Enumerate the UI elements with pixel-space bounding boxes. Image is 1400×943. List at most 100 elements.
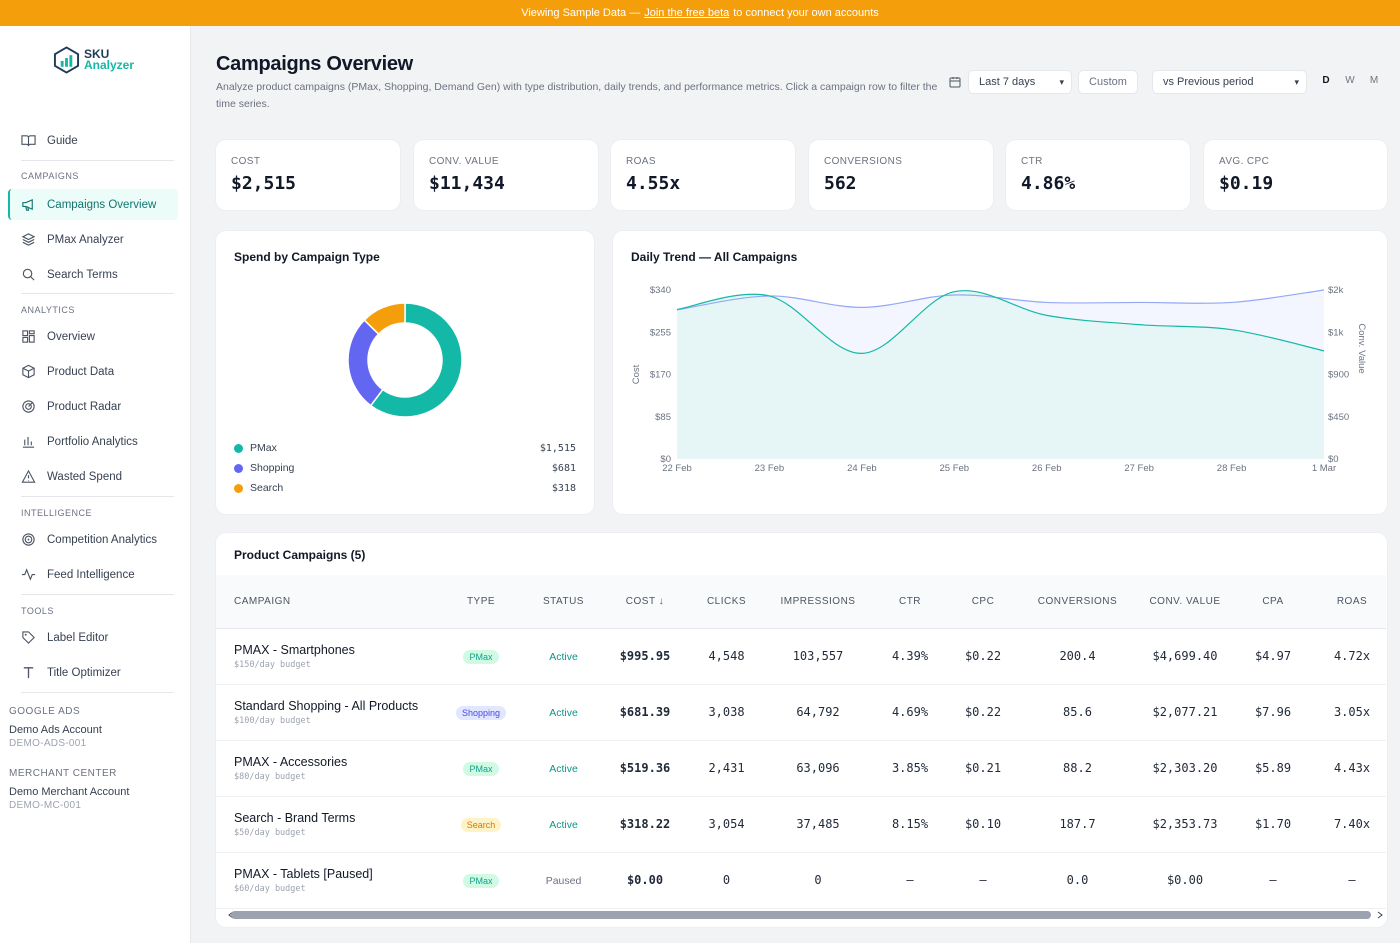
date-range-select[interactable]: Last 7 days ▾	[968, 70, 1072, 94]
granularity-week-button[interactable]: W	[1345, 75, 1355, 86]
type-badge: Search	[460, 817, 502, 832]
kpi-label: CONV. VALUE	[429, 156, 499, 167]
campaign-name: PMAX - Smartphones	[234, 642, 355, 657]
sidebar-item-guide[interactable]: Guide	[8, 125, 178, 156]
sidebar-item-pmax-analyzer[interactable]: PMax Analyzer	[8, 224, 178, 255]
custom-range-button[interactable]: Custom	[1078, 70, 1138, 94]
merchant-name: Demo Merchant Account	[9, 786, 130, 798]
type-cell: PMax	[441, 740, 521, 797]
kpi-label: ROAS	[626, 156, 656, 167]
type-cell: PMax	[441, 852, 521, 909]
divider	[21, 160, 174, 161]
sidebar-item-title-optimizer[interactable]: Title Optimizer	[8, 657, 178, 688]
sidebar-item-label: Campaigns Overview	[47, 198, 157, 211]
google-ads-account[interactable]: GOOGLE ADS Demo Ads Account DEMO-ADS-001	[9, 706, 102, 749]
table-row[interactable]: Standard Shopping - All Products $100/day…	[216, 684, 1386, 741]
cost-cell: $519.36	[606, 740, 684, 797]
granularity-day-button[interactable]: D	[1322, 75, 1330, 86]
daily-trend-chart: $0 $85 $170 $255 $340 $0 $450 $900 $1k $2k 22 Feb 2…	[631, 285, 1367, 474]
tag-icon	[22, 631, 35, 644]
cpa-cell: —	[1228, 852, 1318, 909]
horizontal-scrollbar[interactable]	[216, 908, 1386, 922]
col-cpc[interactable]: CPC	[953, 575, 1013, 629]
col-impressions[interactable]: IMPRESSIONS	[769, 575, 867, 629]
logo[interactable]: SKU Analyzer	[53, 46, 134, 74]
campaign-budget: $80/day budget	[234, 771, 306, 782]
kpi-ctr-card: CTR 4.86%	[1006, 140, 1190, 210]
divider	[21, 496, 174, 497]
legend-label: Search	[250, 482, 284, 494]
table-row[interactable]: PMAX - Smartphones $150/day budget PMax Act…	[216, 628, 1386, 685]
cost-cell: $318.22	[606, 796, 684, 853]
cpc-cell: $0.10	[953, 796, 1013, 853]
granularity-month-button[interactable]: M	[1369, 75, 1379, 86]
sidebar-item-wasted-spend[interactable]: Wasted Spend	[8, 461, 178, 492]
impressions-cell: 37,485	[769, 796, 867, 853]
campaign-name: Standard Shopping - All Products	[234, 698, 419, 713]
cpa-cell: $5.89	[1228, 740, 1318, 797]
donut-slice-search	[363, 302, 406, 336]
type-badge: PMax	[463, 873, 499, 888]
sidebar-item-feed-intelligence[interactable]: Feed Intelligence	[8, 559, 178, 590]
y2-tick-label: $1k	[1328, 327, 1344, 338]
sidebar-item-search-terms[interactable]: Search Terms	[8, 259, 178, 290]
calendar-icon[interactable]	[949, 76, 961, 88]
type-cell: Search	[441, 796, 521, 853]
sidebar-item-label-editor[interactable]: Label Editor	[8, 622, 178, 653]
sidebar-item-campaigns-overview[interactable]: Campaigns Overview	[8, 189, 178, 220]
shopping-dot-icon	[234, 463, 243, 473]
nav-campaigns-group: CAMPAIGNS Campaigns Overview PMax Analyz…	[8, 171, 178, 294]
status-cell: Active	[521, 628, 606, 685]
table-row[interactable]: PMAX - Tablets [Paused] $60/day budget PMa…	[216, 852, 1386, 909]
nav-tools-group: TOOLS Label Editor Title Optimizer	[8, 606, 178, 693]
impressions-cell: 103,557	[769, 628, 867, 685]
col-cpa[interactable]: CPA	[1228, 575, 1318, 629]
col-type[interactable]: TYPE	[441, 575, 521, 629]
sidebar-item-competition-analytics[interactable]: Competition Analytics	[8, 524, 178, 555]
package-icon	[22, 364, 35, 379]
impressions-cell: 63,096	[769, 740, 867, 797]
conv-value-cell: $0.00	[1142, 852, 1228, 909]
legend-value: $1,515	[539, 442, 576, 454]
sidebar-item-label: Product Data	[47, 365, 115, 378]
compare-select[interactable]: vs Previous period ▾	[1152, 70, 1307, 94]
col-roas[interactable]: ROAS	[1318, 575, 1386, 629]
cpc-cell: $0.22	[953, 684, 1013, 741]
col-conv-value[interactable]: CONV. VALUE	[1142, 575, 1228, 629]
type-badge: PMax	[463, 649, 499, 664]
sidebar-item-portfolio-analytics[interactable]: Portfolio Analytics	[8, 426, 178, 457]
col-clicks[interactable]: CLICKS	[684, 575, 769, 629]
search-dot-icon	[234, 483, 243, 493]
ctr-cell: —	[867, 852, 953, 909]
table-row[interactable]: PMAX - Accessories $80/day budget PMax Acti…	[216, 740, 1386, 797]
col-cost[interactable]: COST ↓	[606, 575, 684, 629]
y2-tick-label: $450	[1328, 412, 1349, 423]
col-status[interactable]: STATUS	[521, 575, 606, 629]
campaign-cell: Search - Brand Terms $50/day budget	[216, 796, 441, 853]
product-campaigns-card: Product Campaigns (5) CAMPAIGN TYPE STAT…	[216, 533, 1387, 927]
col-campaign[interactable]: CAMPAIGN	[216, 575, 441, 629]
campaign-name: PMAX - Tablets [Paused]	[234, 866, 373, 881]
kpi-label: CTR	[1021, 156, 1043, 167]
campaigns-table: CAMPAIGN TYPE STATUS COST ↓ CLICKS IMPRE…	[216, 575, 1386, 909]
status-badge: Active	[549, 763, 578, 775]
type-icon	[23, 667, 34, 679]
sidebar-item-overview[interactable]: Overview	[8, 321, 178, 352]
ctr-cell: 4.69%	[867, 684, 953, 741]
x-tick-label: 24 Feb	[847, 463, 877, 474]
conv-value-cell: $2,353.73	[1142, 796, 1228, 853]
campaign-cell: Standard Shopping - All Products $100/day…	[216, 684, 441, 741]
clicks-cell: 3,038	[684, 684, 769, 741]
cost-line	[676, 289, 1325, 311]
col-conversions[interactable]: CONVERSIONS	[1013, 575, 1142, 629]
sidebar-item-product-data[interactable]: Product Data	[8, 356, 178, 387]
sidebar-item-product-radar[interactable]: Product Radar	[8, 391, 178, 422]
table-row[interactable]: Search - Brand Terms $50/day budget Search…	[216, 796, 1386, 853]
join-beta-link[interactable]: Join the free beta	[644, 7, 730, 19]
status-badge: Active	[549, 707, 578, 719]
y-tick-label: $340	[650, 285, 671, 296]
cost-cell: $995.95	[606, 628, 684, 685]
col-ctr[interactable]: CTR	[867, 575, 953, 629]
merchant-center-account[interactable]: MERCHANT CENTER Demo Merchant Account DE…	[9, 768, 129, 811]
nav-analytics-group: ANALYTICS Overview Product Data Product …	[8, 305, 178, 497]
